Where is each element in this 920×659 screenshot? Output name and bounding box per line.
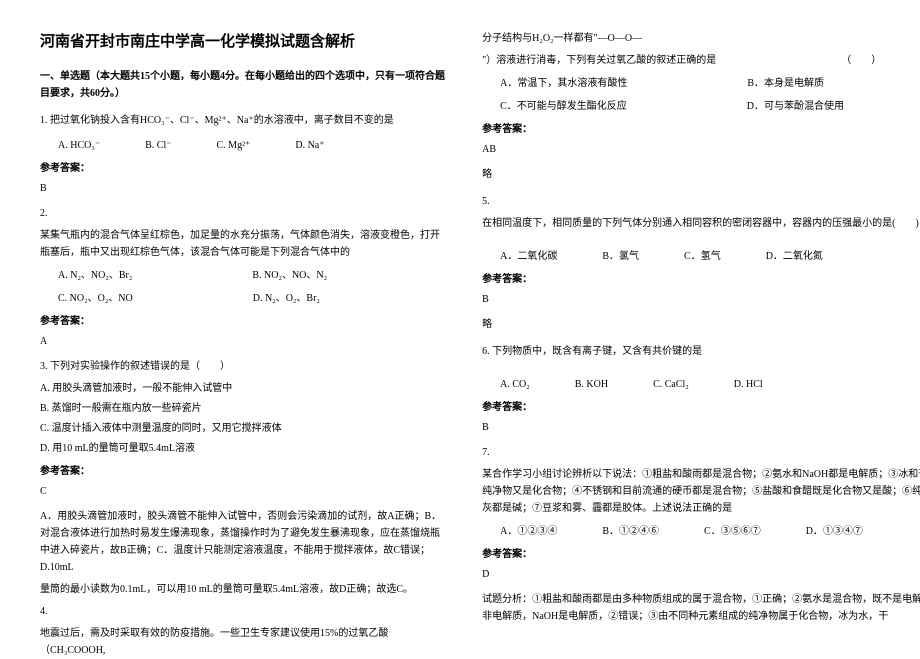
right-column: 分子结构与H₂O₂一样都有"—O—O— "）溶液进行消毒，下列有关过氧乙酸的叙述… bbox=[482, 30, 920, 621]
q6-opt-d: D. HCl bbox=[734, 376, 763, 393]
q7-exp: 试题分析：①粗盐和酸雨都是由多种物质组成的属于混合物，①正确；②氨水是混合物，既… bbox=[482, 591, 920, 625]
q7-answer: D bbox=[482, 566, 920, 583]
q6-answer: B bbox=[482, 419, 920, 436]
q3-answer: C bbox=[40, 483, 447, 500]
q4-opt-b: B．本身是电解质 bbox=[747, 75, 824, 92]
q2-opt-b: B. NO₂、NO、N₂ bbox=[252, 267, 327, 284]
q7-num: 7. bbox=[482, 444, 920, 461]
q3-explain: A．用胶头滴管加液时，胶头滴管不能伸入试管中，否则会污染滴加的试剂，故A正确；B… bbox=[40, 508, 447, 576]
q2-opt-d: D. N₂、O₂、Br₂ bbox=[253, 290, 320, 307]
q7-opt-a: A．①②③④ bbox=[500, 523, 557, 540]
q2-options-row1: A. N₂、NO₂、Br₂ B. NO₂、NO、N₂ bbox=[58, 267, 447, 284]
q4-options-row1: A．常温下，其水溶液有酸性 B．本身是电解质 bbox=[500, 75, 920, 92]
q4-num: 4. bbox=[40, 603, 447, 620]
q5-answer-label: 参考答案： bbox=[482, 271, 920, 288]
q7-answer-label: 参考答案： bbox=[482, 546, 920, 563]
q5-opt-d: D．二氧化氮 bbox=[766, 248, 823, 265]
q5-answer: B bbox=[482, 291, 920, 308]
q5-opt-a: A．二氧化碳 bbox=[500, 248, 557, 265]
q7-options: A．①②③④ B．①②④⑥ C．③⑤⑥⑦ D．①③④⑦ bbox=[500, 523, 920, 540]
q6-opt-a: A. CO₂ bbox=[500, 376, 530, 393]
q4-answer-label: 参考答案： bbox=[482, 121, 920, 138]
q4-opt-a: A．常温下，其水溶液有酸性 bbox=[500, 75, 627, 92]
q5-text: 在相同温度下，相同质量的下列气体分别通入相同容积的密闭容器中，容器内的压强最小的… bbox=[482, 215, 920, 232]
q5-opt-b: B．氯气 bbox=[602, 248, 639, 265]
q3-opt-b: B. 蒸馏时一般需在瓶内放一些碎瓷片 bbox=[40, 400, 447, 417]
q3-opt-c: C. 温度计插入液体中测量温度的同时，又用它搅拌液体 bbox=[40, 420, 447, 437]
q1-opt-d: D. Na⁺ bbox=[295, 137, 324, 154]
q4-text2: 分子结构与H₂O₂一样都有"—O—O— bbox=[482, 30, 920, 47]
left-column: 河南省开封市南庄中学高一化学模拟试题含解析 一、单选题（本大题共15个小题，每小… bbox=[40, 30, 447, 621]
section-header: 一、单选题（本大题共15个小题，每小题4分。在每小题给出的四个选项中，只有一项符… bbox=[40, 68, 447, 102]
q2-num: 2. bbox=[40, 205, 447, 222]
q4-answer: AB bbox=[482, 141, 920, 158]
q1-options: A. HCO₃⁻ B. Cl⁻ C. Mg²⁺ D. Na⁺ bbox=[58, 137, 447, 154]
q4-options-row2: C．不可能与醇发生酯化反应 D．可与苯酚混合使用 bbox=[500, 98, 920, 115]
q6-answer-label: 参考答案： bbox=[482, 399, 920, 416]
q6-text: 6. 下列物质中，既含有离子键，又含有共价键的是 bbox=[482, 343, 920, 360]
q5-opt-c: C．氢气 bbox=[684, 248, 721, 265]
q3-answer-label: 参考答案： bbox=[40, 463, 447, 480]
q1-answer: B bbox=[40, 180, 447, 197]
q1-text: 1. 把过氧化钠投入含有HCO₃⁻、Cl⁻、Mg²⁺、Na⁺的水溶液中，离子数目… bbox=[40, 112, 447, 129]
q2-opt-c: C. NO₂、O₂、NO bbox=[58, 290, 133, 307]
q1-opt-c: C. Mg²⁺ bbox=[217, 137, 251, 154]
q1-opt-b: B. Cl⁻ bbox=[145, 137, 171, 154]
q5-options: A．二氧化碳 B．氯气 C．氢气 D．二氧化氮 bbox=[500, 248, 920, 265]
doc-title: 河南省开封市南庄中学高一化学模拟试题含解析 bbox=[40, 30, 447, 56]
q5-num: 5. bbox=[482, 193, 920, 210]
q7-opt-c: C．③⑤⑥⑦ bbox=[704, 523, 761, 540]
q7-opt-d: D．①③④⑦ bbox=[806, 523, 863, 540]
q2-opt-a: A. N₂、NO₂、Br₂ bbox=[58, 267, 132, 284]
q3-num: 3. 下列对实验操作的叙述错误的是（ ） bbox=[40, 358, 447, 375]
q1-answer-label: 参考答案： bbox=[40, 160, 447, 177]
q2-text: 某集气瓶内的混合气体呈红棕色，加足量的水充分振荡，气体颜色消失，溶液变橙色，打开… bbox=[40, 227, 447, 261]
q7-text: 某合作学习小组讨论辨析以下说法：①粗盐和酸雨都是混合物；②氨水和NaOH都是电解… bbox=[482, 466, 920, 517]
q6-opt-c: C. CaCl₂ bbox=[653, 376, 689, 393]
q4-exp: 略 bbox=[482, 166, 920, 183]
q2-answer-label: 参考答案： bbox=[40, 313, 447, 330]
q2-answer: A bbox=[40, 333, 447, 350]
q4-opt-d: D．可与苯酚混合使用 bbox=[747, 98, 844, 115]
q4-text: 地震过后，需及时采取有效的防疫措施。一些卫生专家建议使用15%的过氧乙酸（CH₃… bbox=[40, 625, 447, 659]
q4-opt-c: C．不可能与醇发生酯化反应 bbox=[500, 98, 627, 115]
q3-opt-a: A. 用胶头滴管加液时，一般不能伸入试管中 bbox=[40, 380, 447, 397]
q6-options: A. CO₂ B. KOH C. CaCl₂ D. HCl bbox=[500, 376, 920, 393]
q4-text3: "）溶液进行消毒，下列有关过氧乙酸的叙述正确的是 （ ） bbox=[482, 52, 920, 69]
q1-opt-a: A. HCO₃⁻ bbox=[58, 137, 100, 154]
q6-opt-b: B. KOH bbox=[575, 376, 608, 393]
q3-opt-d: D. 用10 mL的量筒可量取5.4mL溶液 bbox=[40, 440, 447, 457]
q3-explain2: 量筒的最小读数为0.1mL，可以用10 mL的量筒可量取5.4mL溶液，故D正确… bbox=[40, 581, 447, 598]
q5-exp: 略 bbox=[482, 316, 920, 333]
q2-options-row2: C. NO₂、O₂、NO D. N₂、O₂、Br₂ bbox=[58, 290, 447, 307]
q7-opt-b: B．①②④⑥ bbox=[602, 523, 659, 540]
